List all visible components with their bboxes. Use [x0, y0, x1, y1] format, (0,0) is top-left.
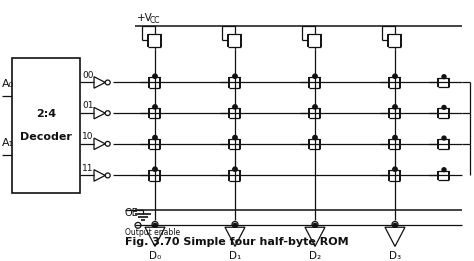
Circle shape — [153, 135, 157, 140]
Text: 00: 00 — [82, 70, 93, 80]
Text: D₂: D₂ — [309, 251, 321, 261]
Text: A₁: A₁ — [2, 138, 14, 149]
Circle shape — [153, 223, 157, 227]
Text: A₀: A₀ — [2, 79, 14, 89]
Circle shape — [233, 223, 237, 227]
Text: D₀: D₀ — [149, 251, 161, 261]
Circle shape — [153, 167, 157, 171]
Text: Decoder: Decoder — [20, 132, 72, 142]
Circle shape — [442, 105, 446, 109]
Circle shape — [233, 135, 237, 140]
Text: OE: OE — [125, 208, 139, 218]
Text: 2:4: 2:4 — [36, 109, 56, 119]
Bar — [12, 58, 80, 193]
Text: 01: 01 — [82, 101, 93, 110]
Circle shape — [233, 167, 237, 171]
Circle shape — [153, 105, 157, 109]
Circle shape — [313, 105, 317, 109]
Circle shape — [153, 74, 157, 78]
Text: Output enable: Output enable — [125, 228, 180, 237]
Circle shape — [313, 74, 317, 78]
Circle shape — [393, 167, 397, 171]
Circle shape — [393, 135, 397, 140]
Circle shape — [393, 105, 397, 109]
Circle shape — [233, 105, 237, 109]
Circle shape — [442, 168, 446, 172]
Text: Fig. 3.70 Simple four half-byte ROM: Fig. 3.70 Simple four half-byte ROM — [125, 237, 349, 247]
Text: 11: 11 — [82, 164, 93, 173]
Circle shape — [313, 223, 317, 227]
Text: +V: +V — [137, 13, 153, 23]
Text: 10: 10 — [82, 132, 93, 141]
Circle shape — [313, 135, 317, 140]
Circle shape — [442, 75, 446, 79]
Circle shape — [393, 223, 397, 227]
Circle shape — [233, 74, 237, 78]
Text: CC: CC — [150, 16, 161, 25]
Circle shape — [393, 74, 397, 78]
Text: D₃: D₃ — [389, 251, 401, 261]
Text: D₁: D₁ — [229, 251, 241, 261]
Circle shape — [442, 136, 446, 140]
